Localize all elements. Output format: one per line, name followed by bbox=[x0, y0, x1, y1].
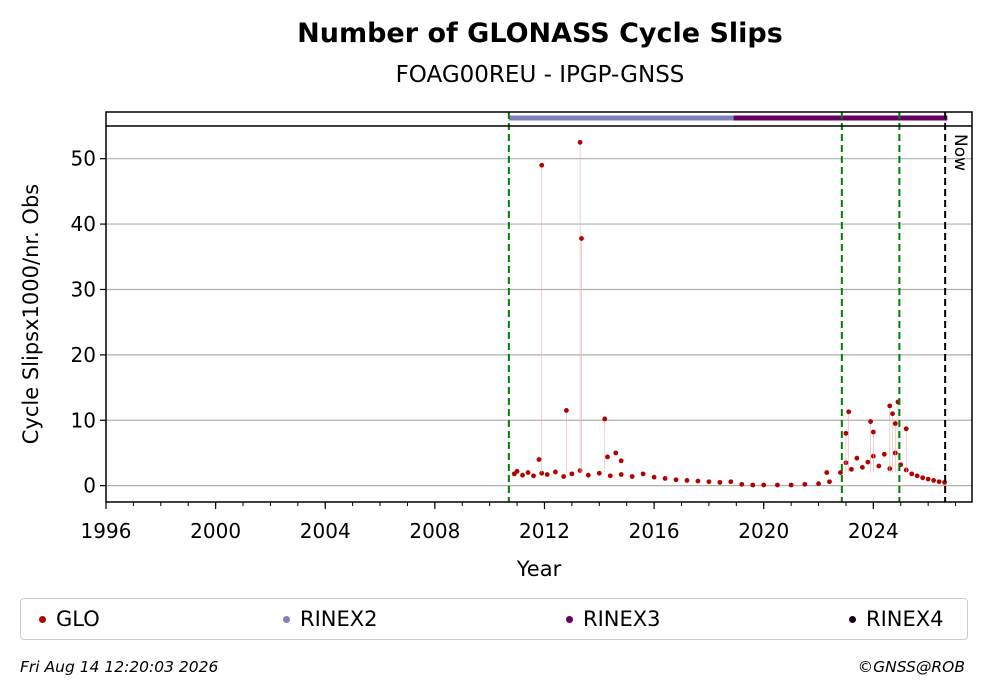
y-tick-label: 10 bbox=[71, 408, 96, 432]
y-tick-label: 20 bbox=[71, 343, 96, 367]
legend-marker-rinex2 bbox=[283, 615, 290, 623]
legend-item-rinex3: RINEX3 bbox=[566, 599, 661, 639]
x-tick-label: 2008 bbox=[409, 519, 460, 543]
data-point bbox=[925, 476, 931, 482]
y-tick-label: 50 bbox=[71, 147, 96, 171]
data-point bbox=[843, 430, 849, 436]
y-axis-label: Cycle Slipsx1000/nr. Obs bbox=[19, 184, 43, 444]
data-point bbox=[761, 482, 767, 488]
footer-copyright: ©GNSS@ROB bbox=[857, 658, 965, 676]
legend-marker-rinex3 bbox=[566, 615, 573, 623]
data-point bbox=[914, 473, 920, 479]
data-point bbox=[536, 457, 542, 462]
x-tick-label: 2012 bbox=[519, 519, 570, 543]
data-point bbox=[838, 470, 843, 475]
data-point bbox=[553, 469, 558, 475]
legend-label-rinex4: RINEX4 bbox=[866, 607, 944, 631]
data-point bbox=[613, 450, 619, 456]
data-point bbox=[824, 470, 830, 475]
data-point bbox=[602, 416, 608, 422]
data-point bbox=[936, 479, 942, 485]
y-tick-label: 0 bbox=[83, 474, 96, 498]
data-point bbox=[728, 479, 734, 485]
x-tick-label: 2016 bbox=[629, 519, 680, 543]
data-point bbox=[596, 470, 602, 476]
data-point bbox=[859, 464, 865, 470]
data-point bbox=[607, 473, 613, 479]
legend: GLO RINEX2 RINEX3 RINEX4 bbox=[20, 598, 968, 640]
legend-item-rinex2: RINEX2 bbox=[283, 599, 378, 639]
data-point bbox=[579, 236, 584, 241]
x-tick-label: 2024 bbox=[848, 519, 899, 543]
legend-item-rinex4: RINEX4 bbox=[849, 599, 944, 639]
x-tick-label: 2000 bbox=[190, 519, 241, 543]
data-point bbox=[544, 472, 550, 477]
data-point bbox=[629, 474, 635, 479]
legend-marker-rinex4 bbox=[849, 615, 856, 623]
data-point bbox=[539, 162, 545, 168]
data-point bbox=[788, 482, 794, 488]
data-point bbox=[854, 455, 860, 461]
data-point bbox=[881, 451, 887, 457]
legend-label-glo: GLO bbox=[56, 607, 100, 631]
legend-label-rinex2: RINEX2 bbox=[300, 607, 378, 631]
legend-item-glo: GLO bbox=[39, 599, 100, 639]
legend-marker-glo bbox=[39, 615, 46, 623]
data-point bbox=[561, 474, 567, 479]
data-point bbox=[827, 479, 832, 485]
plot-area: 0 10 20 30 40 50 1996 2000 2004 2008 2012 2016 2020 2… bbox=[19, 111, 973, 581]
data-point bbox=[876, 463, 882, 469]
data-point bbox=[887, 403, 893, 409]
data-point bbox=[739, 481, 745, 487]
data-point bbox=[865, 459, 871, 465]
data-point bbox=[816, 481, 821, 487]
data-point bbox=[605, 454, 610, 460]
data-point bbox=[662, 476, 668, 481]
footer-timestamp: Fri Aug 14 12:20:03 2026 bbox=[20, 658, 219, 676]
data-point bbox=[531, 473, 536, 479]
data-point bbox=[909, 471, 915, 477]
axes-frame bbox=[105, 111, 973, 503]
data-point bbox=[651, 474, 657, 480]
data-point bbox=[514, 468, 520, 474]
data-point bbox=[706, 479, 712, 485]
data-point bbox=[564, 408, 569, 413]
x-tick-label: 2020 bbox=[738, 519, 789, 543]
data-point bbox=[931, 478, 937, 483]
x-axis-label: Year bbox=[516, 557, 562, 581]
data-point bbox=[750, 482, 756, 488]
data-point bbox=[717, 479, 723, 485]
chart-canvas: Number of GLONASS Cycle Slips FOAG00REU … bbox=[19, 18, 973, 581]
data-point bbox=[520, 472, 525, 478]
data-point bbox=[695, 478, 701, 484]
data-point bbox=[870, 429, 876, 435]
legend-label-rinex3: RINEX3 bbox=[583, 607, 661, 631]
y-tick-label: 30 bbox=[71, 277, 96, 301]
data-point bbox=[618, 472, 624, 477]
data-point bbox=[775, 482, 780, 488]
data-point bbox=[539, 470, 545, 476]
data-point bbox=[673, 477, 679, 483]
data-point bbox=[577, 139, 583, 145]
data-point bbox=[585, 472, 591, 478]
data-point bbox=[903, 426, 909, 432]
y-tick-label: 40 bbox=[71, 212, 96, 236]
data-point bbox=[868, 419, 874, 424]
data-point bbox=[892, 421, 898, 426]
chart-subtitle: FOAG00REU - IPGP-GNSS bbox=[396, 62, 685, 88]
data-point bbox=[618, 458, 624, 464]
x-tick-label: 1996 bbox=[81, 519, 132, 543]
data-point bbox=[802, 481, 808, 487]
data-point bbox=[890, 411, 895, 417]
data-point bbox=[640, 471, 646, 477]
data-point bbox=[569, 471, 575, 477]
x-tick-label: 2004 bbox=[300, 519, 351, 543]
data-point bbox=[684, 478, 690, 483]
chart-title: Number of GLONASS Cycle Slips bbox=[297, 18, 783, 49]
data-point bbox=[849, 466, 854, 472]
data-point bbox=[846, 409, 852, 415]
now-label: Now bbox=[950, 134, 970, 171]
data-point bbox=[525, 470, 531, 475]
data-point bbox=[920, 475, 926, 481]
